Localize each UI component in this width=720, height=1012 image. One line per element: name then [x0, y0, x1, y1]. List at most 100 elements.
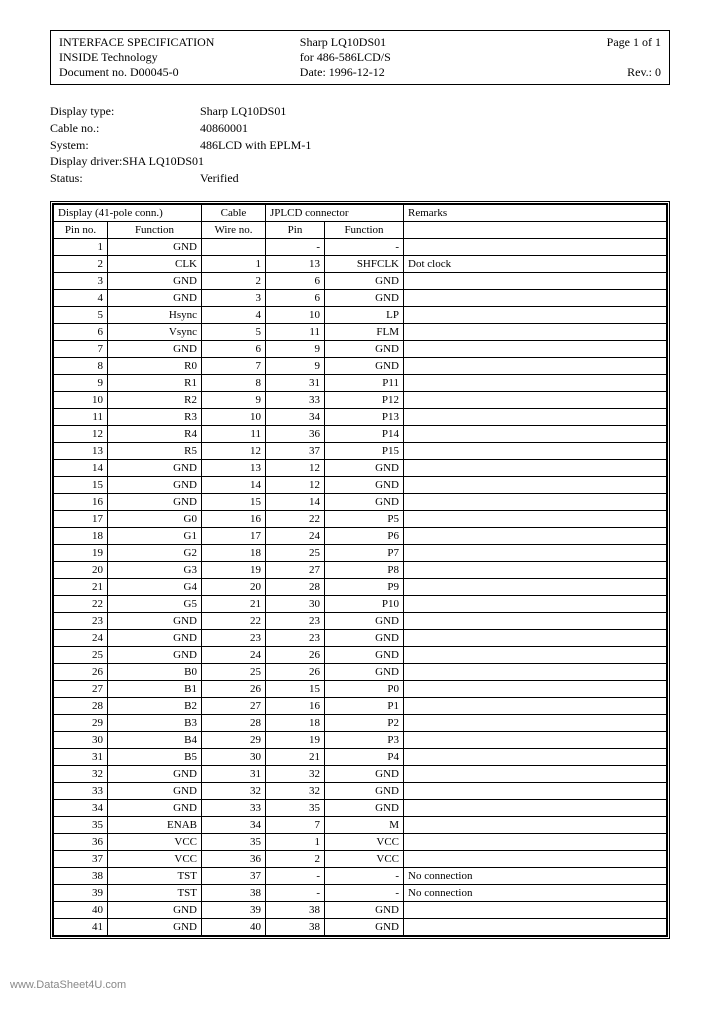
table-row: 27B12615P0 — [54, 680, 667, 697]
table-cell: 2 — [54, 255, 108, 272]
table-cell: 40 — [202, 918, 266, 935]
table-cell: 33 — [266, 391, 325, 408]
cable-label: Cable no.: — [50, 120, 200, 137]
watermark: www.DataSheet4U.com — [10, 979, 720, 991]
table-cell: 19 — [266, 731, 325, 748]
pinout-table: Display (41-pole conn.) Cable JPLCD conn… — [53, 204, 667, 936]
table-cell: 28 — [266, 578, 325, 595]
table-cell: B3 — [108, 714, 202, 731]
table-cell — [404, 680, 667, 697]
table-cell: G5 — [108, 595, 202, 612]
table-cell: 17 — [54, 510, 108, 527]
table-cell: GND — [325, 289, 404, 306]
table-cell: Hsync — [108, 306, 202, 323]
table-group-row: Display (41-pole conn.) Cable JPLCD conn… — [54, 204, 667, 221]
table-cell — [404, 595, 667, 612]
table-cell: 27 — [202, 697, 266, 714]
table-cell: 13 — [202, 459, 266, 476]
table-cell: 13 — [54, 442, 108, 459]
table-cell: R5 — [108, 442, 202, 459]
table-cell: 27 — [266, 561, 325, 578]
table-cell: 21 — [202, 595, 266, 612]
table-row: 36VCC351VCC — [54, 833, 667, 850]
table-cell: GND — [325, 612, 404, 629]
table-cell: 18 — [202, 544, 266, 561]
table-cell — [404, 425, 667, 442]
table-cell: GND — [325, 272, 404, 289]
table-cell — [404, 544, 667, 561]
table-cell: P13 — [325, 408, 404, 425]
group-jplcd: JPLCD connector — [266, 204, 404, 221]
table-cell: B5 — [108, 748, 202, 765]
table-cell: GND — [108, 493, 202, 510]
table-cell: 37 — [202, 867, 266, 884]
table-cell: 5 — [202, 323, 266, 340]
table-cell — [404, 731, 667, 748]
table-cell: 30 — [54, 731, 108, 748]
table-cell: 18 — [54, 527, 108, 544]
table-cell: 10 — [266, 306, 325, 323]
group-cable: Cable — [202, 204, 266, 221]
table-row: 39TST38--No connection — [54, 884, 667, 901]
table-cell: G4 — [108, 578, 202, 595]
table-cell: - — [266, 884, 325, 901]
table-cell: 9 — [266, 357, 325, 374]
table-cell: 21 — [54, 578, 108, 595]
table-cell: 20 — [54, 561, 108, 578]
table-row: 17G01622P5 — [54, 510, 667, 527]
table-row: 8R079GND — [54, 357, 667, 374]
table-cell — [404, 697, 667, 714]
table-cell: GND — [325, 799, 404, 816]
table-cell: 22 — [266, 510, 325, 527]
table-cell: VCC — [325, 850, 404, 867]
table-row: 3GND26GND — [54, 272, 667, 289]
table-cell: P0 — [325, 680, 404, 697]
table-cell: 9 — [54, 374, 108, 391]
table-row: 13R51237P15 — [54, 442, 667, 459]
table-cell: 7 — [54, 340, 108, 357]
table-cell: 5 — [54, 306, 108, 323]
table-cell: B1 — [108, 680, 202, 697]
table-cell: 25 — [202, 663, 266, 680]
header-title: INTERFACE SPECIFICATION — [59, 35, 300, 50]
table-cell: 9 — [266, 340, 325, 357]
table-cell — [404, 714, 667, 731]
table-cell: 32 — [202, 782, 266, 799]
table-cell: 2 — [202, 272, 266, 289]
table-cell: 31 — [266, 374, 325, 391]
table-cell — [404, 357, 667, 374]
table-cell: 12 — [266, 476, 325, 493]
table-cell: 37 — [54, 850, 108, 867]
table-cell: R1 — [108, 374, 202, 391]
table-cell: 32 — [266, 782, 325, 799]
table-cell: 22 — [54, 595, 108, 612]
table-cell: GND — [325, 663, 404, 680]
table-cell: GND — [108, 459, 202, 476]
table-cell: GND — [108, 765, 202, 782]
table-cell: P1 — [325, 697, 404, 714]
table-cell: 38 — [54, 867, 108, 884]
table-cell: 24 — [202, 646, 266, 663]
table-cell — [404, 442, 667, 459]
table-cell: P11 — [325, 374, 404, 391]
table-cell: 36 — [202, 850, 266, 867]
table-row: 16GND1514GND — [54, 493, 667, 510]
table-cell: R4 — [108, 425, 202, 442]
table-cell: GND — [325, 782, 404, 799]
table-cell: GND — [108, 476, 202, 493]
table-cell: FLM — [325, 323, 404, 340]
table-row: 40GND3938GND — [54, 901, 667, 918]
table-cell: 29 — [202, 731, 266, 748]
table-cell: 12 — [202, 442, 266, 459]
table-cell — [404, 527, 667, 544]
table-cell: 1 — [54, 238, 108, 255]
table-cell: 22 — [202, 612, 266, 629]
col-jpin: Pin — [266, 221, 325, 238]
table-cell: Vsync — [108, 323, 202, 340]
col-wire: Wire no. — [202, 221, 266, 238]
table-row: 30B42919P3 — [54, 731, 667, 748]
system-value: 486LCD with EPLM-1 — [200, 137, 311, 154]
table-cell: 32 — [54, 765, 108, 782]
table-row: 19G21825P7 — [54, 544, 667, 561]
table-cell: 15 — [54, 476, 108, 493]
